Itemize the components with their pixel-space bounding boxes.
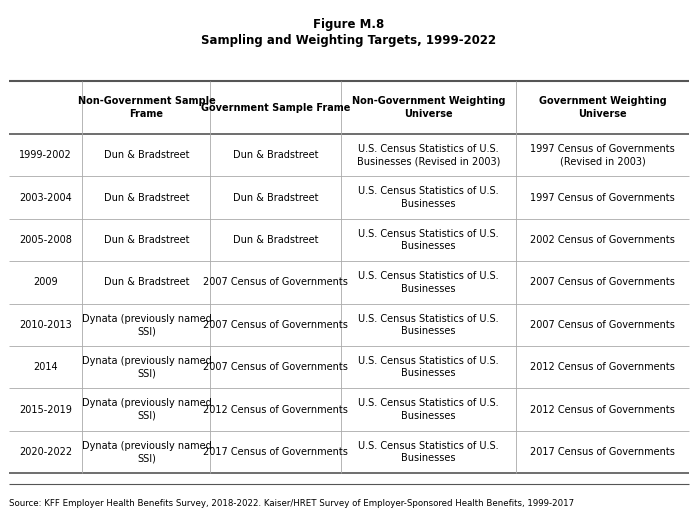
Text: 2017 Census of Governments: 2017 Census of Governments [530,447,675,457]
Text: Government Weighting
Universe: Government Weighting Universe [539,96,667,119]
Text: Dun & Bradstreet: Dun & Bradstreet [104,278,189,288]
Text: Dun & Bradstreet: Dun & Bradstreet [104,192,189,202]
Text: 2012 Census of Governments: 2012 Census of Governments [530,362,675,372]
Text: Dun & Bradstreet: Dun & Bradstreet [104,235,189,245]
Text: 2005-2008: 2005-2008 [20,235,72,245]
Text: 2012 Census of Governments: 2012 Census of Governments [530,405,675,415]
Text: U.S. Census Statistics of U.S.
Businesses: U.S. Census Statistics of U.S. Businesse… [358,229,499,251]
Text: 2012 Census of Governments: 2012 Census of Governments [203,405,348,415]
Text: 2007 Census of Governments: 2007 Census of Governments [203,278,348,288]
Text: Dynata (previously named
SSI): Dynata (previously named SSI) [82,356,211,379]
Text: Figure M.8: Figure M.8 [313,18,385,31]
Text: U.S. Census Statistics of U.S.
Businesses: U.S. Census Statistics of U.S. Businesse… [358,271,499,293]
Text: U.S. Census Statistics of U.S.
Businesses: U.S. Census Statistics of U.S. Businesse… [358,356,499,379]
Text: 2015-2019: 2015-2019 [20,405,72,415]
Text: Dynata (previously named
SSI): Dynata (previously named SSI) [82,314,211,336]
Text: Dun & Bradstreet: Dun & Bradstreet [233,150,318,160]
Text: U.S. Census Statistics of U.S.
Businesses: U.S. Census Statistics of U.S. Businesse… [358,441,499,463]
Text: Sampling and Weighting Targets, 1999-2022: Sampling and Weighting Targets, 1999-202… [202,34,496,47]
Text: 2014: 2014 [34,362,58,372]
Text: U.S. Census Statistics of U.S.
Businesses: U.S. Census Statistics of U.S. Businesse… [358,399,499,421]
Text: 2002 Census of Governments: 2002 Census of Governments [530,235,675,245]
Text: Source: KFF Employer Health Benefits Survey, 2018-2022. Kaiser/HRET Survey of Em: Source: KFF Employer Health Benefits Sur… [9,499,574,508]
Text: 1999-2002: 1999-2002 [20,150,72,160]
Text: U.S. Census Statistics of U.S.
Businesses (Revised in 2003): U.S. Census Statistics of U.S. Businesse… [357,144,500,166]
Text: 2003-2004: 2003-2004 [20,192,72,202]
Text: U.S. Census Statistics of U.S.
Businesses: U.S. Census Statistics of U.S. Businesse… [358,186,499,209]
Text: 1997 Census of Governments
(Revised in 2003): 1997 Census of Governments (Revised in 2… [530,144,675,166]
Text: Dun & Bradstreet: Dun & Bradstreet [104,150,189,160]
Text: 1997 Census of Governments: 1997 Census of Governments [530,192,675,202]
Text: Dynata (previously named
SSI): Dynata (previously named SSI) [82,399,211,421]
Text: 2020-2022: 2020-2022 [20,447,73,457]
Text: Government Sample Frame: Government Sample Frame [201,103,350,112]
Text: 2007 Census of Governments: 2007 Census of Governments [530,320,675,330]
Text: Dynata (previously named
SSI): Dynata (previously named SSI) [82,441,211,463]
Text: Dun & Bradstreet: Dun & Bradstreet [233,235,318,245]
Text: 2017 Census of Governments: 2017 Census of Governments [203,447,348,457]
Text: U.S. Census Statistics of U.S.
Businesses: U.S. Census Statistics of U.S. Businesse… [358,314,499,336]
Text: 2007 Census of Governments: 2007 Census of Governments [203,362,348,372]
Text: Non-Government Weighting
Universe: Non-Government Weighting Universe [352,96,505,119]
Text: Dun & Bradstreet: Dun & Bradstreet [233,192,318,202]
Text: 2010-2013: 2010-2013 [20,320,72,330]
Text: Non-Government Sample
Frame: Non-Government Sample Frame [77,96,215,119]
Text: 2007 Census of Governments: 2007 Census of Governments [530,278,675,288]
Text: 2007 Census of Governments: 2007 Census of Governments [203,320,348,330]
Text: 2009: 2009 [34,278,58,288]
